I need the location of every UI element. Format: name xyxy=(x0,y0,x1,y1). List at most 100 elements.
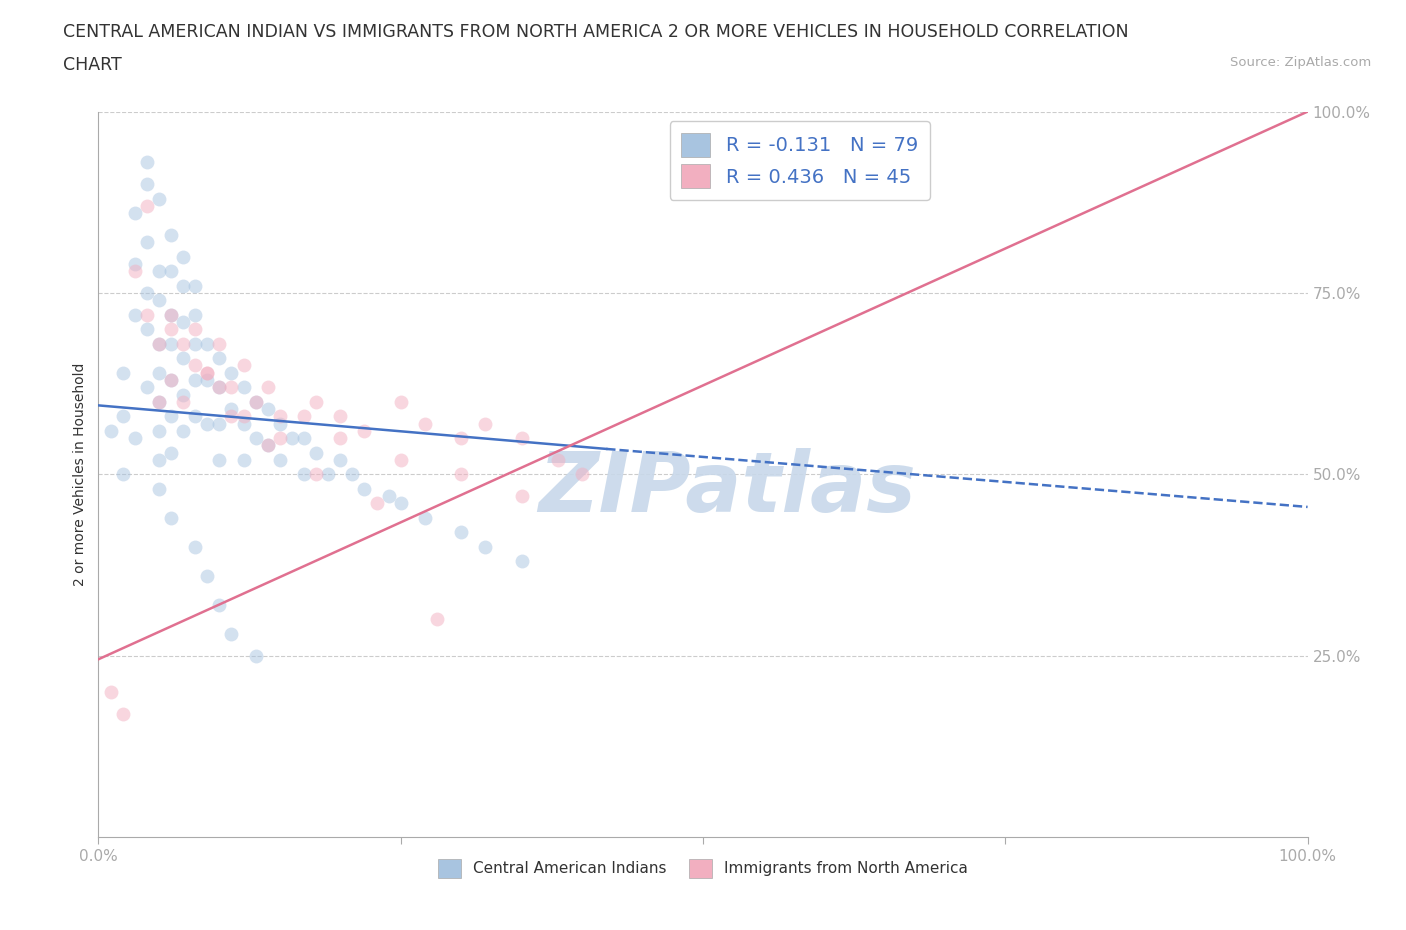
Point xyxy=(148,423,170,438)
Point xyxy=(184,358,207,373)
Point xyxy=(269,431,291,445)
Point xyxy=(111,409,134,424)
Point xyxy=(389,394,412,409)
Point xyxy=(232,358,254,373)
Point xyxy=(232,416,254,431)
Point xyxy=(510,431,533,445)
Point xyxy=(135,379,157,394)
Point xyxy=(135,322,157,337)
Point xyxy=(184,307,207,322)
Point xyxy=(184,322,207,337)
Text: CHART: CHART xyxy=(63,56,122,73)
Point xyxy=(208,337,231,352)
Point xyxy=(100,423,122,438)
Point xyxy=(124,206,146,220)
Point xyxy=(316,467,339,482)
Point xyxy=(245,431,267,445)
Point xyxy=(342,467,364,482)
Point xyxy=(184,278,207,293)
Point xyxy=(135,155,157,170)
Point xyxy=(269,452,291,467)
Point xyxy=(426,612,449,627)
Point xyxy=(353,423,375,438)
Point xyxy=(160,445,183,460)
Point xyxy=(329,431,352,445)
Point xyxy=(510,554,533,569)
Point xyxy=(208,379,231,394)
Point xyxy=(148,394,170,409)
Point xyxy=(292,431,315,445)
Point xyxy=(148,452,170,467)
Point xyxy=(510,488,533,503)
Point xyxy=(148,337,170,352)
Point xyxy=(413,416,436,431)
Point xyxy=(450,467,472,482)
Point xyxy=(148,394,170,409)
Point xyxy=(281,431,304,445)
Point xyxy=(135,198,157,213)
Point xyxy=(172,337,194,352)
Point xyxy=(195,416,218,431)
Point xyxy=(124,431,146,445)
Point xyxy=(160,373,183,388)
Point xyxy=(135,307,157,322)
Point xyxy=(184,337,207,352)
Point xyxy=(256,379,278,394)
Text: CENTRAL AMERICAN INDIAN VS IMMIGRANTS FROM NORTH AMERICA 2 OR MORE VEHICLES IN H: CENTRAL AMERICAN INDIAN VS IMMIGRANTS FR… xyxy=(63,23,1129,41)
Point xyxy=(160,337,183,352)
Point xyxy=(208,416,231,431)
Point xyxy=(377,488,399,503)
Point xyxy=(329,409,352,424)
Point xyxy=(148,293,170,308)
Point xyxy=(221,365,243,380)
Point xyxy=(195,568,218,583)
Point xyxy=(100,684,122,699)
Point xyxy=(221,379,243,394)
Point xyxy=(389,452,412,467)
Point xyxy=(571,467,593,482)
Point xyxy=(474,416,496,431)
Point xyxy=(160,228,183,243)
Point xyxy=(366,496,388,511)
Point xyxy=(329,452,352,467)
Text: Source: ZipAtlas.com: Source: ZipAtlas.com xyxy=(1230,56,1371,69)
Point xyxy=(292,467,315,482)
Point xyxy=(292,409,315,424)
Point xyxy=(269,409,291,424)
Point xyxy=(547,452,569,467)
Point xyxy=(172,351,194,365)
Point xyxy=(232,379,254,394)
Point xyxy=(256,438,278,453)
Point xyxy=(221,409,243,424)
Point xyxy=(221,627,243,642)
Point xyxy=(135,286,157,300)
Point xyxy=(245,394,267,409)
Point xyxy=(195,365,218,380)
Point xyxy=(474,539,496,554)
Point xyxy=(413,511,436,525)
Point xyxy=(208,379,231,394)
Point xyxy=(305,445,328,460)
Point xyxy=(184,409,207,424)
Point xyxy=(148,365,170,380)
Point xyxy=(160,264,183,279)
Point xyxy=(172,423,194,438)
Text: ZIPatlas: ZIPatlas xyxy=(538,448,917,529)
Point xyxy=(135,177,157,192)
Point xyxy=(195,373,218,388)
Point xyxy=(389,496,412,511)
Point xyxy=(450,525,472,539)
Point xyxy=(256,438,278,453)
Point xyxy=(245,394,267,409)
Y-axis label: 2 or more Vehicles in Household: 2 or more Vehicles in Household xyxy=(73,363,87,586)
Point xyxy=(135,234,157,249)
Point xyxy=(160,322,183,337)
Legend: Central American Indians, Immigrants from North America: Central American Indians, Immigrants fro… xyxy=(432,853,974,884)
Point xyxy=(184,373,207,388)
Point xyxy=(208,351,231,365)
Point xyxy=(160,307,183,322)
Point xyxy=(148,337,170,352)
Point xyxy=(124,257,146,272)
Point xyxy=(305,394,328,409)
Point xyxy=(111,467,134,482)
